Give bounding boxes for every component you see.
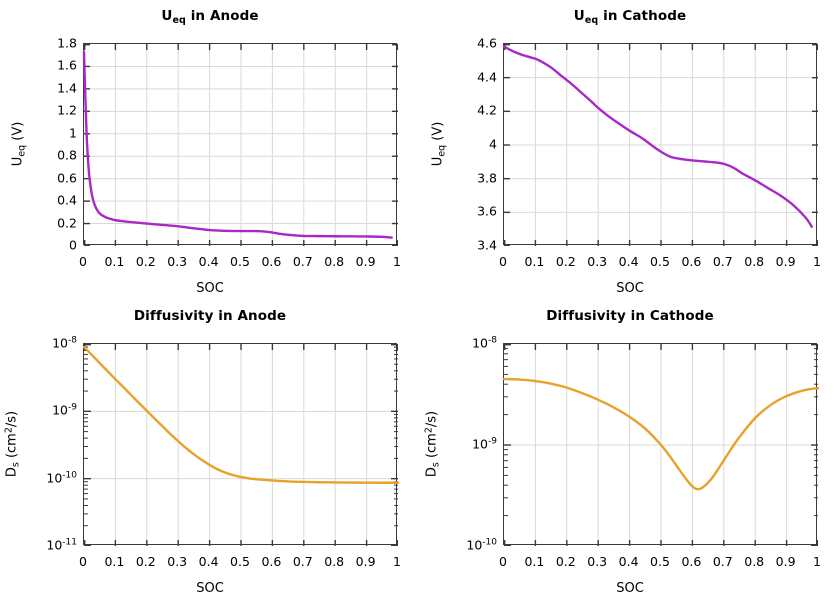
x-tick-label: 0.9	[775, 554, 796, 569]
x-tick-label: 0.7	[292, 554, 313, 569]
subplot-title: Ueq in Cathode	[573, 8, 687, 26]
y-tick-label: 10-9	[472, 436, 497, 452]
subplot-diffusivity-anode: Diffusivity in Anode 0 0.1 0.2 0.3 0.4 0.5 0.6…	[0, 300, 420, 600]
x-tick-label: 0	[499, 554, 507, 569]
x-tick-label: 0.7	[292, 254, 313, 269]
y-tick-label: 1.8	[57, 35, 77, 51]
subplot-ueq-anode: Ueq in Anode 0 0.1 0.2 0.3 0.4 0.5 0.6 0.7 0.8 0.…	[0, 0, 420, 300]
y-tick-label: 4.2	[477, 102, 497, 118]
y-tick-label: 0.4	[57, 192, 77, 208]
x-tick-label: 0.5	[230, 254, 250, 269]
subplot-title: Diffusivity in Anode	[133, 308, 287, 324]
subplot-diffusivity-cathode: Diffusivity in Cathode 0 0.1 0.2 0.3 0.4 0.5 0…	[420, 300, 840, 600]
x-tick-label: 0.7	[712, 254, 733, 269]
x-tick-label: 0	[79, 254, 87, 269]
y-tick-label: 1.2	[57, 102, 77, 118]
y-tick-label: 3.4	[477, 237, 497, 253]
x-tick-label: 0	[79, 554, 87, 569]
y-tick-label: 10-8	[52, 335, 77, 351]
x-tick-label: 0.9	[355, 254, 376, 269]
x-tick-label: 1	[813, 254, 821, 269]
data-series-line	[502, 45, 813, 228]
x-tick-label: 0.4	[198, 254, 219, 269]
x-tick-label: 0.2	[135, 254, 156, 269]
x-axis-label: SOC	[196, 581, 224, 596]
x-tick-label: 0.4	[618, 554, 639, 569]
x-axis-label: SOC	[196, 281, 224, 296]
data-series-line	[82, 345, 400, 484]
x-tick-label: 0.6	[681, 554, 702, 569]
x-tick-label: 0.3	[167, 554, 188, 569]
plot-area	[82, 343, 400, 547]
y-tick-label: 3.6	[477, 203, 497, 219]
x-tick-label: 0.5	[650, 554, 670, 569]
x-tick-label: 0.6	[261, 254, 282, 269]
y-tick-label: 0.6	[57, 170, 77, 186]
x-tick-label: 0.8	[324, 254, 345, 269]
x-tick-label: 1	[813, 554, 821, 569]
y-tick-label: 0.2	[57, 215, 77, 231]
y-tick-label: 4.4	[477, 69, 497, 85]
y-tick-label: 1	[69, 125, 77, 141]
x-axis-label: SOC	[616, 281, 644, 296]
y-axis-label: Ueq (V)	[430, 121, 448, 167]
x-axis-label: SOC	[616, 581, 644, 596]
x-tick-label: 0.8	[744, 254, 765, 269]
x-tick-label: 0.2	[555, 554, 576, 569]
x-tick-label: 0.8	[324, 554, 345, 569]
data-series-line	[82, 50, 393, 239]
y-tick-label: 1.4	[57, 80, 77, 96]
plot-area	[502, 43, 818, 247]
x-tick-label: 0.5	[230, 554, 250, 569]
x-tick-label: 0.1	[524, 254, 545, 269]
x-tick-label: 0.9	[775, 254, 796, 269]
x-tick-label: 0.7	[712, 554, 733, 569]
x-tick-label: 0.4	[198, 554, 219, 569]
data-series-line	[502, 377, 820, 491]
plot-area	[82, 43, 398, 247]
y-tick-label: 10-9	[52, 402, 77, 418]
x-tick-label: 0.2	[555, 254, 576, 269]
y-tick-label: 0	[69, 237, 77, 253]
y-tick-label: 4	[489, 136, 497, 152]
x-tick-label: 0.1	[104, 254, 125, 269]
x-tick-label: 0.5	[650, 254, 670, 269]
y-tick-label: 10-11	[46, 537, 77, 553]
y-tick-label: 3.8	[477, 170, 497, 186]
x-tick-label: 0	[499, 254, 507, 269]
y-tick-label: 10-8	[472, 335, 497, 351]
y-tick-label: 4.6	[477, 35, 497, 51]
x-tick-label: 0.4	[618, 254, 639, 269]
y-tick-label: 0.8	[57, 147, 77, 163]
y-axis-label: Ds (cm2/s)	[423, 410, 441, 478]
plot-svg	[502, 343, 820, 547]
x-tick-label: 0.8	[744, 554, 765, 569]
x-tick-label: 0.3	[587, 554, 608, 569]
x-tick-label: 0.3	[167, 254, 188, 269]
y-tick-label: 10-10	[46, 470, 77, 486]
plot-svg	[82, 343, 400, 547]
x-tick-label: 0.1	[104, 554, 125, 569]
y-axis-label: Ueq (V)	[10, 121, 28, 167]
plot-area	[502, 343, 820, 547]
subplot-title: Diffusivity in Cathode	[546, 308, 714, 324]
plot-svg	[82, 43, 398, 247]
subplot-ueq-cathode: Ueq in Cathode 0 0.1 0.2 0.3 0.4 0.5 0.6 0.7 0.8…	[420, 0, 840, 300]
x-tick-label: 0.3	[587, 254, 608, 269]
x-tick-label: 0.1	[524, 554, 545, 569]
plot-svg	[502, 43, 818, 247]
x-tick-label: 0.2	[135, 554, 156, 569]
y-tick-label: 1.6	[57, 57, 77, 73]
x-tick-label: 0.6	[261, 554, 282, 569]
x-tick-label: 1	[393, 554, 401, 569]
subplot-title: Ueq in Anode	[161, 8, 259, 26]
x-tick-label: 1	[393, 254, 401, 269]
y-tick-label: 10-10	[466, 537, 497, 553]
x-tick-label: 0.6	[681, 254, 702, 269]
x-tick-label: 0.9	[355, 554, 376, 569]
y-axis-label: Ds (cm2/s)	[3, 410, 21, 478]
